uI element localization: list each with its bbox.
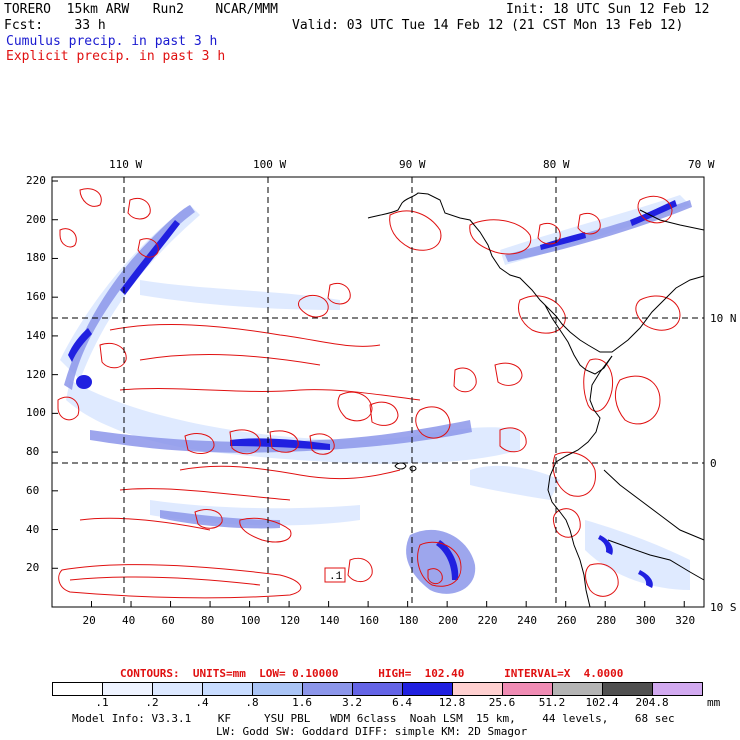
bottom-tick-label: 40 (122, 614, 136, 627)
bottom-tick-label: 180 (398, 614, 419, 627)
coastlines (367, 192, 705, 608)
colorbar-swatch (452, 682, 503, 696)
colorbar-swatch (152, 682, 203, 696)
colorbar-swatch (652, 682, 703, 696)
precip-field (57, 188, 692, 599)
colorbar-label: 51.2 (538, 696, 566, 709)
bottom-tick-label: 280 (596, 614, 617, 627)
colorbar-swatch (202, 682, 253, 696)
value-marker-label: .1 (329, 571, 343, 583)
colorbar-swatch (352, 682, 403, 696)
run-title: TORERO 15km ARW Run2 NCAR/MMM (4, 2, 278, 17)
legend-explicit: Explicit precip. in past 3 h (6, 49, 226, 64)
colorbar-label: .1 (95, 696, 109, 709)
explicit-precip-contours (57, 188, 681, 599)
bottom-tick-label: 240 (517, 614, 538, 627)
left-tick-label: 60 (26, 483, 40, 497)
physics-info: LW: Godd SW: Goddard DIFF: simple KM: 2D… (216, 725, 528, 738)
bottom-tick-label: 80 (201, 614, 215, 627)
colorbar-label: 25.6 (488, 696, 516, 709)
value-marker-box (324, 567, 346, 583)
bottom-tick-label: 260 (556, 614, 577, 627)
colorbar-label: .2 (145, 696, 159, 709)
colorbar-swatch (502, 682, 553, 696)
bottom-tick-label: 100 (240, 614, 261, 627)
left-tick-label: 180 (26, 251, 46, 265)
left-tick-label: 160 (26, 290, 46, 304)
bottom-tick-label: 320 (675, 614, 696, 627)
colorbar-swatch (302, 682, 353, 696)
colorbar-swatch (102, 682, 153, 696)
init-time: Init: 18 UTC Sun 12 Feb 12 (506, 2, 710, 17)
lat-label-10s: 10 S (710, 601, 737, 614)
lon-label-80w: 80 W (543, 158, 570, 171)
model-info: Model Info: V3.3.1 KF YSU PBL WDM 6class… (72, 712, 675, 725)
colorbar-unit: mm (707, 696, 721, 709)
valid-time: Valid: 03 UTC Tue 14 Feb 12 (21 CST Mon … (292, 18, 684, 33)
axis-ticks (52, 180, 685, 607)
left-tick-label: 20 (26, 561, 40, 575)
colorbar-label: 102.4 (585, 696, 619, 709)
colorbar-swatch (552, 682, 603, 696)
left-tick-label: 40 (26, 522, 40, 536)
bottom-tick-label: 140 (319, 614, 340, 627)
colorbar-swatch (252, 682, 303, 696)
left-tick-label: 120 (26, 367, 46, 381)
latlon-grid (52, 177, 704, 607)
left-tick-label: 220 (26, 174, 46, 187)
colorbar-label: .4 (195, 696, 209, 709)
lat-label-10n: 10 N (710, 312, 737, 325)
colorbar-label: 204.8 (635, 696, 669, 709)
forecast-hour: Fcst: 33 h (4, 18, 106, 33)
legend-cumulus: Cumulus precip. in past 3 h (6, 34, 218, 49)
bottom-tick-label: 300 (635, 614, 656, 627)
left-tick-label: 80 (26, 445, 40, 459)
left-tick-label: 100 (26, 406, 46, 420)
lon-label-70w: 70 W (688, 158, 715, 171)
colorbar-label: 1.6 (292, 696, 312, 709)
colorbar-swatch (602, 682, 653, 696)
colorbar-label: 3.2 (342, 696, 362, 709)
lon-label-100w: 100 W (253, 158, 287, 171)
colorbar-swatch (402, 682, 453, 696)
bottom-tick-label: 20 (82, 614, 96, 627)
left-tick-label: 140 (26, 328, 46, 342)
colorbar-label: .8 (245, 696, 259, 709)
lon-label-110w: 110 W (109, 158, 143, 171)
contours-info: CONTOURS: UNITS=mm LOW= 0.10000 HIGH= 10… (120, 667, 624, 680)
colorbar-label: 12.8 (438, 696, 466, 709)
colorbar-label: 6.4 (392, 696, 412, 709)
lat-label-0: 0 (710, 457, 717, 470)
bottom-tick-label: 160 (359, 614, 379, 627)
colorbar-swatch (52, 682, 103, 696)
lon-label-90w: 90 W (399, 158, 426, 171)
bottom-tick-label: 200 (438, 614, 459, 627)
bottom-tick-label: 120 (280, 614, 300, 627)
bottom-tick-label: 60 (161, 614, 175, 627)
left-tick-label: 200 (26, 212, 46, 226)
bottom-tick-label: 220 (477, 614, 498, 627)
